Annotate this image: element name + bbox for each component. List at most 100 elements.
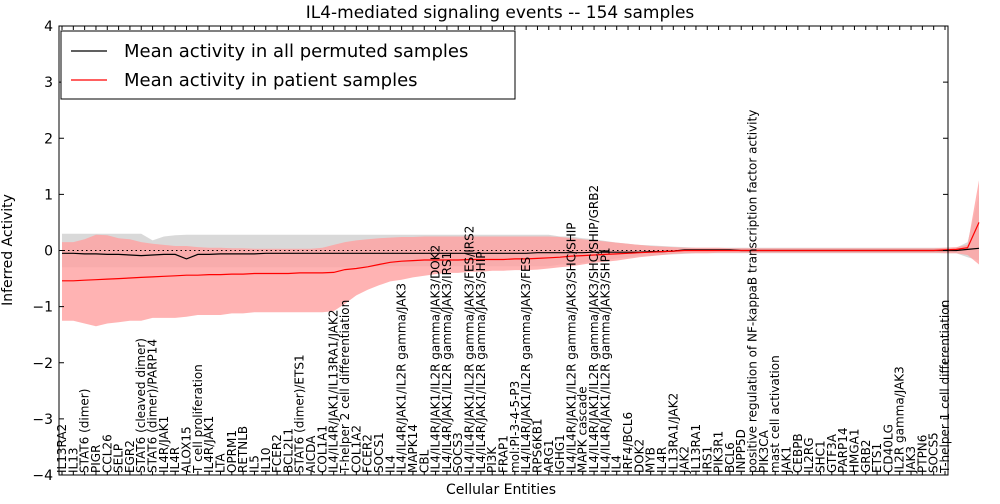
x-category-label: T-helper 2 cell differentiation <box>338 300 352 474</box>
x-category-label: ARG1 <box>542 440 556 473</box>
legend-box <box>60 30 516 100</box>
legend: Mean activity in all permuted samples Mea… <box>60 30 516 100</box>
x-category-label: COL1A1 <box>315 425 329 473</box>
x-category-label: CBL <box>417 449 431 473</box>
x-category-label: CD40LG <box>881 424 895 473</box>
plot-frame <box>58 25 949 476</box>
x-category-label: SHC1 <box>814 440 828 473</box>
x-category-label: mol:PI-3-4-5-P3 <box>508 381 522 473</box>
x-category-label: IL4R/JAK1 <box>157 416 171 473</box>
x-category-label: IL4/IL4R/JAK1/IL2R gamma/JAK3/SHP1 <box>598 247 612 473</box>
x-category-label: T-helper 1 cell differentiation <box>938 300 952 474</box>
x-category-label: PI3K <box>485 446 499 473</box>
x-category-label: IL2R gamma/JAK3 <box>893 366 907 473</box>
x-category-label: IL4/IL4R/JAK1/IL2R gamma/JAK3/DOK2 <box>429 245 443 473</box>
x-category-label: IL4/IL4R/JAK1/IL2R gamma/JAK3 <box>395 283 409 473</box>
x-category-label: IL4/IL4R/JAK1/IL2R gamma/JAK3/SHIP <box>474 252 488 473</box>
y-tick-label: −2 <box>32 356 53 372</box>
x-category-label: OPRM1 <box>225 430 239 473</box>
x-category-label: DOK2 <box>632 439 646 473</box>
x-category-label: PIK3R1 <box>712 431 726 473</box>
x-category-label: IRF4/BCL6 <box>621 412 635 473</box>
x-category-label: IL4/IL4R/JAK1/IL2R gamma/JAK3/SHC/SHIP <box>564 222 578 473</box>
x-category-label: SOCS3 <box>451 432 465 473</box>
x-category-label: CCL26 <box>100 434 114 473</box>
x-category-label: T cell proliferation <box>191 364 205 474</box>
y-tick-label: 3 <box>44 75 53 91</box>
x-category-label: STAT6 (dimer)/PARP14 <box>146 339 160 473</box>
y-tick-label: 0 <box>44 244 53 260</box>
y-axis-ticks: −4 −3 −2 −1 0 1 2 3 4 <box>32 19 948 484</box>
x-category-label: mast cell activation <box>768 355 782 473</box>
x-category-label: IL4R <box>168 447 182 473</box>
x-category-label: IL13RA1/JAK2 <box>666 393 680 473</box>
y-tick-label: −1 <box>32 300 53 316</box>
y-tick-label: −4 <box>32 468 53 484</box>
x-category-label: SOCS1 <box>372 432 386 473</box>
x-category-label: SOCS5 <box>927 432 941 473</box>
x-category-label: RETNLB <box>236 426 250 473</box>
x-category-label: IL4R <box>655 447 669 473</box>
x-category-label: COL1A2 <box>349 425 363 473</box>
x-category-label: INPP5D <box>734 429 748 473</box>
x-category-label: positive regulation of NF-kappaB transcr… <box>746 110 760 473</box>
y-tick-label: −3 <box>32 412 53 428</box>
x-category-label: IL13RA2 <box>55 424 69 473</box>
x-axis-label: Cellular Entities <box>446 482 556 498</box>
x-category-label: JAK2 <box>678 446 692 474</box>
x-category-label: STAT6 (dimer) <box>78 389 92 473</box>
x-category-label: HMGA1 <box>847 428 861 473</box>
x-category-label: IL4/IL4R/JAK1/IL2R gamma/JAK3/FES <box>519 257 533 473</box>
chart-title: IL4-mediated signaling events -- 154 sam… <box>306 3 695 23</box>
x-category-label: IL4/IL4R/JAK1/IL2R gamma/JAK3/IRS1 <box>440 252 454 473</box>
x-category-label: IL13 <box>66 448 80 474</box>
x-category-label: IGHG1 <box>553 434 567 473</box>
x-category-label: EGR2 <box>123 440 137 473</box>
x-category-label: JAK3 <box>904 446 918 474</box>
x-category-label: IL13RA1 <box>689 424 703 473</box>
x-category-label: IL2RG <box>802 438 816 474</box>
x-category-label: FRAP1 <box>497 435 511 473</box>
x-category-label: FCER2 <box>361 434 375 473</box>
x-category-label: BCL2L1 <box>281 428 295 473</box>
legend-label-1: Mean activity in patient samples <box>124 70 418 91</box>
x-category-label: GTF3A <box>825 433 839 473</box>
x-axis-ticks <box>61 26 946 475</box>
x-category-label: STAT6 (dimer)/ETS1 <box>293 354 307 473</box>
x-category-label: BCL6 <box>723 442 737 473</box>
x-category-label: FCER2 <box>270 434 284 473</box>
x-category-label: IL10 <box>259 448 273 474</box>
x-category-label: IL4R/JAK1 <box>202 416 216 473</box>
y-tick-label: 2 <box>44 131 53 147</box>
series-line-1 <box>62 222 980 282</box>
x-category-label: IL4/IL4R/JAK1/IL2R gamma/JAK3/FES/IRS2 <box>463 226 477 473</box>
x-category-label: MAPK cascade <box>576 386 590 473</box>
x-category-label: IL5 <box>247 455 261 473</box>
x-category-label: IL4/IL4R/JAK1/IL13RA1/JAK2 <box>327 310 341 474</box>
x-category-label: AICDA <box>304 435 318 473</box>
x-category-label: MAPK14 <box>406 424 420 473</box>
x-category-label: ETS1 <box>870 443 884 473</box>
x-category-label: CEBPB <box>791 433 805 473</box>
x-category-label: IL4 <box>383 455 397 473</box>
x-category-label: IL4/IL4R/JAK1/IL2R gamma/JAK3/SHC/SHIP/G… <box>587 185 601 473</box>
x-category-label: RPS6KB1 <box>531 418 545 473</box>
y-axis-label: Inferred Activity <box>0 194 16 306</box>
x-category-label: ALOX15 <box>180 426 194 473</box>
y-tick-label: 1 <box>44 187 53 203</box>
x-category-label: LTA <box>214 453 228 473</box>
x-category-label: PIGR <box>89 445 103 473</box>
x-category-label: SELP <box>112 444 126 473</box>
x-category-label: STAT6 (cleaved dimer) <box>134 338 148 473</box>
x-category-label: MYB <box>644 447 658 473</box>
y-tick-label: 4 <box>44 19 53 35</box>
x-category-label: PIK3CA <box>757 429 771 473</box>
x-category-label: IL4 <box>610 455 624 473</box>
x-category-label: IRS1 <box>700 446 714 473</box>
x-category-label: PTPN6 <box>915 435 929 473</box>
x-category-label: GRB2 <box>859 439 873 473</box>
series-lines <box>62 222 980 282</box>
